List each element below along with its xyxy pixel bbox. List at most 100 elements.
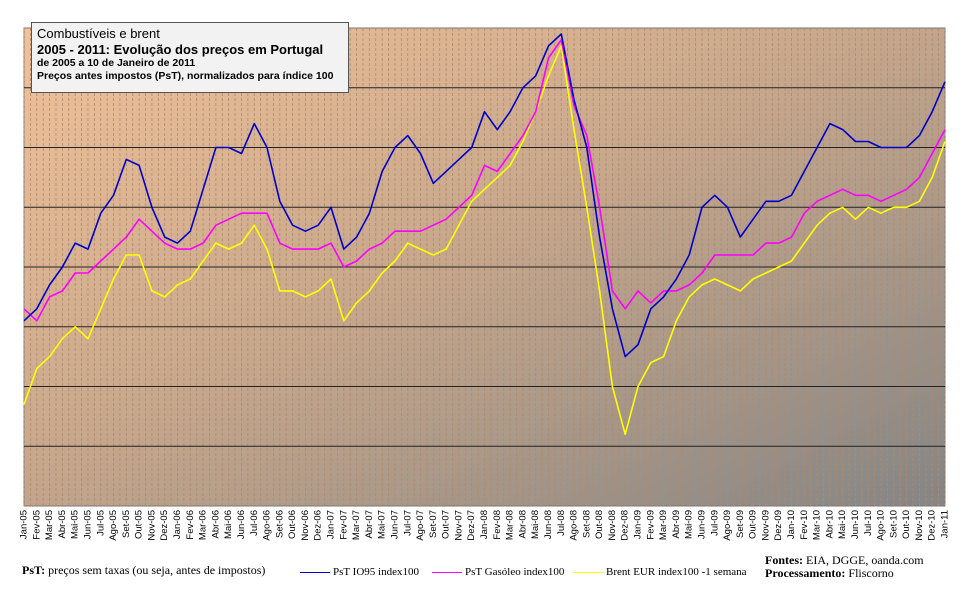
x-tick-label: Out-10 [901,510,912,539]
x-tick-label: Set-07 [428,510,439,538]
x-tick-label: Mai-09 [684,510,695,539]
legend-label: PsT Gasóleo index100 [465,566,565,578]
x-tick-label: Abr-10 [824,510,835,539]
x-tick-label: Mai-05 [70,510,81,539]
x-tick-label: Jan-05 [19,510,30,539]
x-tick-label: Jan-09 [633,510,644,539]
x-tick-label: Nov-06 [300,510,311,541]
x-tick-label: Dez-09 [773,510,784,541]
x-tick-label: Mai-06 [223,510,234,539]
series-lines [23,33,946,436]
x-tick-label: Set-10 [888,510,899,538]
x-tick-label: Out-09 [748,510,759,539]
x-tick-label: Set-08 [581,510,592,538]
x-tick-label: Jan-06 [172,510,183,539]
x-tick-label: Jan-08 [479,510,490,539]
x-tick-label: Jul-09 [709,510,720,536]
x-tick-label: Mai-07 [377,510,388,539]
sources-label: Fontes: [765,553,803,567]
x-tick-label: Ago-09 [722,510,733,541]
x-tick-label: Mai-10 [837,510,848,539]
x-tick-label: Jul-10 [863,510,874,536]
x-tick-label: Mar-07 [351,510,362,540]
x-tick-label: Jun-05 [82,510,93,539]
x-tick-label: Dez-10 [927,510,938,541]
x-tick-label: Nov-05 [146,510,157,541]
legend-item-brent: Brent EUR index100 -1 semana [573,566,747,578]
x-tick-label: Fev-08 [492,510,503,540]
x-tick-label: Fev-07 [338,510,349,540]
x-tick-label: Dez-06 [313,510,324,541]
footnote-label: PsT: [22,563,46,577]
x-tick-label: Abr-08 [517,510,528,539]
x-tick-labels: Jan-05 Fev-05 Mar-05 Abr-05 Mai-05 Jun-05 Jul-… [19,510,951,541]
x-tick-label: Out-06 [287,510,298,539]
x-tick-label: Dez-08 [620,510,631,541]
x-tick-label: Jan-11 [940,510,951,538]
processing-line: Processamento: Fliscorno [765,567,924,580]
horizontal-gridlines [24,87,945,447]
legend-item-io95: PsT IO95 index100 [300,566,419,578]
series-line [23,39,946,322]
x-tick-label: Jul-07 [402,510,413,536]
x-tick-label: Mar-10 [812,510,823,540]
x-tick-label: Jun-06 [236,510,247,539]
x-tick-label: Abr-09 [671,510,682,539]
footnote-text: preços sem taxas (ou seja, antes de impo… [45,563,266,577]
chart-title: Combustíveis e brent [37,26,160,41]
series-line [23,33,946,358]
x-tick-label: Jul-06 [249,510,260,536]
chart-description: Preços antes impostos (PsT), normalizado… [37,69,334,82]
x-tick-label: Ago-10 [876,510,887,541]
x-tick-label: Nov-08 [607,510,618,541]
x-tick-label: Abr-06 [210,510,221,539]
x-tick-label: Jun-07 [389,510,400,539]
sources-line: Fontes: EIA, DGGE, oanda.com [765,553,924,567]
x-tick-label: Mar-09 [658,510,669,540]
x-tick-label: Jan-07 [326,510,337,539]
x-tick-label: Jan-10 [786,510,797,539]
title-box: Combustíveis e brent 2005 - 2011: Evoluç… [31,22,349,93]
legend-label: PsT IO95 index100 [333,566,419,578]
x-tick-label: Ago-07 [415,510,426,541]
x-tick-label: Nov-09 [760,510,771,541]
x-tick-label: Set-06 [274,510,285,538]
x-tick-label: Ago-08 [569,510,580,541]
processing-text: Fliscorno [845,566,894,581]
legend-swatch [300,571,330,573]
x-tick-label: Mar-08 [505,510,516,540]
legend-swatch [573,571,603,573]
processing-label: Processamento: [765,566,846,581]
legend-item-gasoleo: PsT Gasóleo index100 [432,566,564,578]
sources-text: EIA, DGGE, oanda.com [803,553,924,567]
credits: Fontes: EIA, DGGE, oanda.com Processamen… [765,553,924,580]
x-tick-label: Fev-10 [799,510,810,540]
chart-subtitle: 2005 - 2011: Evolução dos preços em Port… [37,41,324,57]
x-tick-label: Out-05 [134,510,145,539]
legend-swatch [432,571,462,573]
x-tick-label: Abr-05 [57,510,68,539]
x-tick-label: Set-09 [735,510,746,538]
x-tick-label: Mar-05 [44,510,55,540]
x-tick-label: Mar-06 [198,510,209,540]
x-tick-label: Nov-10 [914,510,925,541]
x-tick-label: Jun-09 [696,510,707,539]
x-tick-label: Out-07 [441,510,452,539]
chart-date-range: de 2005 a 10 de Janeiro de 2011 [37,57,196,70]
x-tick-label: Ago-05 [108,510,119,541]
x-tick-label: Out-08 [594,510,605,539]
legend-label: Brent EUR index100 -1 semana [606,566,747,578]
x-tick-label: Dez-05 [159,510,170,541]
x-tick-label: Fev-05 [31,510,42,540]
x-tick-label: Set-05 [121,510,132,538]
x-tick-label: Jul-05 [95,510,106,536]
x-tick-label: Abr-07 [364,510,375,539]
x-tick-label: Mai-08 [530,510,541,539]
x-tick-label: Ago-06 [262,510,273,541]
x-tick-label: Fev-09 [645,510,656,540]
x-tick-label: Dez-07 [466,510,477,541]
x-tick-label: Nov-07 [453,510,464,541]
x-tick-label: Jul-08 [556,510,567,536]
footnote: PsT: preços sem taxas (ou seja, antes de… [22,563,265,578]
